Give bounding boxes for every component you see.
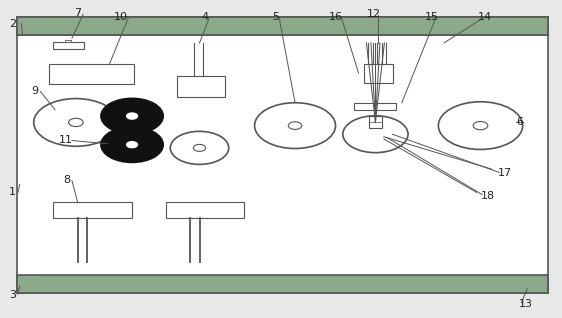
Text: 13: 13 [519, 299, 532, 309]
Text: 15: 15 [425, 12, 438, 23]
Circle shape [69, 118, 83, 127]
Bar [17, 17, 548, 293]
Text: 14: 14 [477, 12, 492, 23]
Bar [177, 76, 225, 97]
Bar [53, 42, 84, 49]
Text: 18: 18 [481, 190, 495, 201]
Text: 2: 2 [9, 19, 16, 29]
Bar [53, 202, 132, 218]
Circle shape [101, 99, 163, 134]
Bar [364, 64, 393, 83]
Text: 8: 8 [63, 175, 70, 185]
Circle shape [288, 122, 302, 129]
Text: 12: 12 [366, 9, 381, 19]
Circle shape [101, 127, 163, 162]
Text: 16: 16 [329, 12, 343, 23]
Bar [354, 103, 396, 110]
Circle shape [473, 121, 488, 130]
Bar [65, 40, 71, 42]
Circle shape [438, 102, 523, 149]
Bar [49, 64, 134, 84]
Circle shape [126, 113, 138, 119]
Text: 3: 3 [9, 290, 16, 300]
Circle shape [126, 142, 138, 148]
Bar [166, 202, 244, 218]
Text: 10: 10 [114, 12, 128, 23]
Bar [17, 275, 548, 293]
Circle shape [34, 99, 118, 146]
Text: 11: 11 [60, 135, 73, 145]
Circle shape [193, 144, 206, 151]
Text: 7: 7 [74, 8, 81, 18]
Text: 17: 17 [497, 168, 512, 178]
Circle shape [170, 131, 229, 164]
Bar [369, 116, 382, 128]
Text: 5: 5 [272, 12, 279, 23]
Bar [17, 17, 548, 35]
Text: 4: 4 [202, 12, 209, 23]
Text: 1: 1 [9, 187, 16, 197]
Text: 9: 9 [31, 86, 38, 96]
Text: 6: 6 [516, 117, 523, 128]
Circle shape [343, 116, 408, 153]
Circle shape [255, 103, 336, 149]
